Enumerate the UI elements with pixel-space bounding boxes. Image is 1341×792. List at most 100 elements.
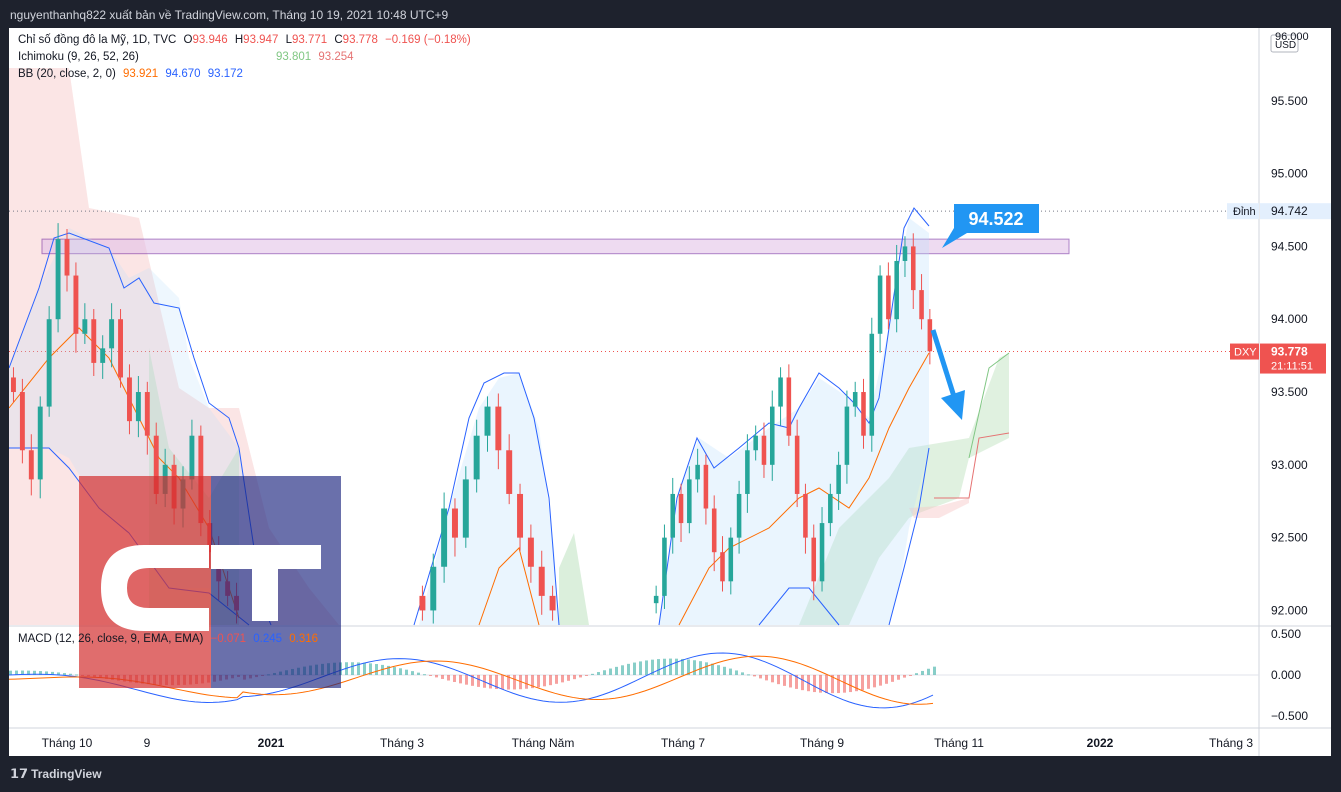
candle xyxy=(803,483,808,554)
price-tick-label: 93.500 xyxy=(1271,385,1308,399)
macd-histogram-bar xyxy=(459,674,462,684)
ichimoku-cloud-red-2 xyxy=(909,498,969,518)
candle xyxy=(11,367,16,403)
macd-histogram-bar xyxy=(21,670,24,675)
macd-line-value: 0.245 xyxy=(253,633,283,645)
callout-pointer xyxy=(942,228,967,248)
candle xyxy=(55,223,61,333)
macd-histogram-bar xyxy=(873,674,876,688)
macd-histogram-bar xyxy=(351,662,354,675)
candle-body xyxy=(861,392,866,436)
candle xyxy=(462,466,469,548)
macd-histogram-bar xyxy=(9,670,12,675)
candle-body xyxy=(886,275,891,320)
candle-body xyxy=(844,406,850,465)
macd-histogram-bar xyxy=(441,674,444,679)
candle xyxy=(19,378,25,464)
symbol-label: Chỉ số đồng đô la Mỹ, 1D, TVC xyxy=(18,34,177,46)
candle-body xyxy=(462,479,469,538)
bb-lower-3 xyxy=(758,587,840,626)
candle-body xyxy=(894,260,899,320)
bb-fill-3 xyxy=(659,218,929,625)
macd-histogram-bar xyxy=(831,674,834,694)
macd-histogram-bar xyxy=(891,674,894,682)
candle xyxy=(687,466,692,534)
macd-histogram-bar xyxy=(615,666,618,675)
candle-body xyxy=(100,348,106,363)
candle-body xyxy=(55,239,61,320)
candle xyxy=(28,434,34,496)
candle xyxy=(769,390,775,481)
candle xyxy=(82,303,88,344)
macd-histogram-bar xyxy=(903,674,906,678)
candle-body xyxy=(753,435,758,451)
macd-label: MACD (12, 26, close, 9, EMA, EMA) xyxy=(18,633,204,645)
down-arrow-head xyxy=(941,390,965,420)
candle xyxy=(91,309,97,377)
macd-histogram-bar xyxy=(849,674,852,693)
price-tick-label: 95.000 xyxy=(1271,167,1308,181)
macd-histogram-bar xyxy=(783,674,786,686)
bb-value-basis: 93.921 xyxy=(123,68,159,80)
macd-histogram-bar xyxy=(669,658,672,675)
candle-body xyxy=(73,275,79,334)
last-price-label: 93.778 xyxy=(1271,345,1308,359)
candle-body xyxy=(720,552,725,582)
candle-body xyxy=(778,377,783,407)
macd-histogram-bar xyxy=(921,670,924,675)
macd-histogram-bar xyxy=(411,671,414,675)
macd-histogram-bar xyxy=(609,668,612,675)
macd-histogram-bar xyxy=(777,674,780,685)
candle xyxy=(517,483,524,551)
callout-text: 94.522 xyxy=(968,209,1023,229)
chart-frame[interactable]: 94.522 96.000 USD 95.500 95.000 94.500 94.000 9… xyxy=(9,28,1331,756)
macd-tick-label: −0.500 xyxy=(1271,709,1308,723)
macd-histogram-bar xyxy=(447,674,450,681)
candle-body xyxy=(64,239,70,276)
candle xyxy=(441,492,448,583)
macd-histogram-bar xyxy=(573,674,576,680)
tradingview-logo[interactable]: 𝟭𝟳 TradingView xyxy=(10,766,102,782)
candle xyxy=(894,244,899,333)
candle-body xyxy=(46,319,52,407)
candle xyxy=(144,381,150,455)
candle-body xyxy=(877,275,883,334)
price-tick-label: 93.000 xyxy=(1271,458,1308,472)
open-label: O xyxy=(183,34,193,46)
macd-histogram-bar xyxy=(597,672,600,675)
macd-histogram-bar xyxy=(579,674,582,678)
candle-body xyxy=(910,246,916,291)
top-value: 94.742 xyxy=(1271,204,1308,218)
candle-body xyxy=(451,508,458,538)
candle-body xyxy=(736,493,742,538)
time-tick-label: Tháng 7 xyxy=(661,736,705,750)
macd-histogram-bar xyxy=(399,668,402,675)
candle-body xyxy=(118,319,123,378)
ichimoku-cloud-green-2 xyxy=(559,533,589,625)
macd-histogram-value: −0.071 xyxy=(210,633,247,645)
macd-histogram-bar xyxy=(39,671,42,675)
macd-histogram-bar xyxy=(15,670,18,675)
high-label: H xyxy=(234,34,244,46)
overlay-layer xyxy=(79,34,1331,688)
currency-badge xyxy=(1270,34,1299,53)
candle-body xyxy=(441,508,448,567)
candle-body xyxy=(927,319,933,352)
macd-histogram-bar xyxy=(645,660,648,675)
close-value: 93.778 xyxy=(342,34,378,46)
candle xyxy=(419,585,426,621)
macd-histogram-bar xyxy=(543,674,546,687)
candle-body xyxy=(19,392,25,451)
bb-lower-3b xyxy=(888,447,930,626)
main-legend: Chỉ số đồng đô la Mỹ, 1D, TVC O93.946 H9… xyxy=(18,34,475,46)
macd-histogram-bar xyxy=(27,670,30,675)
macd-histogram-bar xyxy=(369,663,372,675)
candle xyxy=(927,309,933,365)
macd-histogram-bar xyxy=(51,671,54,675)
candle xyxy=(64,228,70,292)
candle xyxy=(761,422,767,478)
macd-histogram-bar xyxy=(819,674,822,693)
macd-histogram-bar xyxy=(879,674,882,686)
macd-histogram-bar xyxy=(825,674,828,694)
